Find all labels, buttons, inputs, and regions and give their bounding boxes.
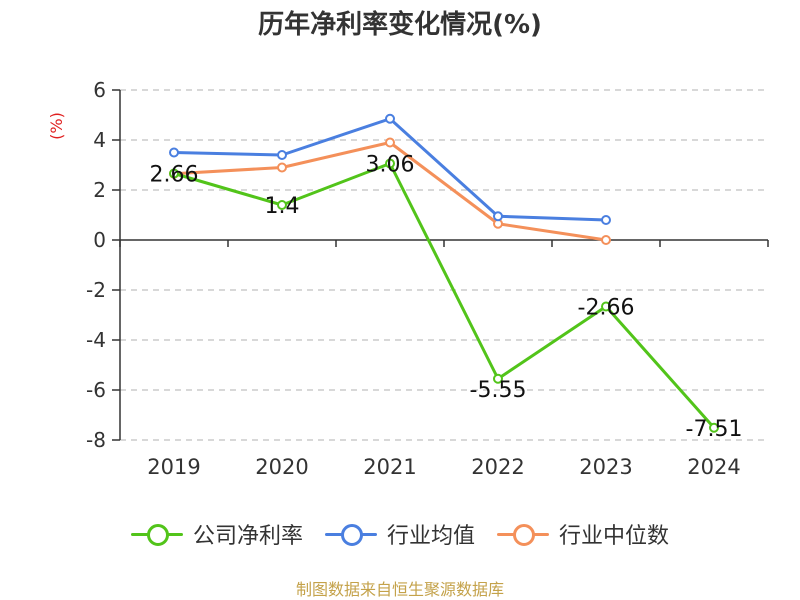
data-point[interactable]: [277, 200, 287, 210]
legend-item[interactable]: 公司净利率: [130, 518, 303, 550]
legend-swatch: [130, 523, 183, 546]
data-point[interactable]: [493, 211, 503, 222]
legend: 公司净利率 行业均值 行业中位数: [0, 518, 800, 550]
x-tick-label: 2022: [471, 455, 524, 479]
legend-label: 行业中位数: [559, 524, 670, 549]
data-label: -5.55: [470, 378, 527, 403]
y-tick-label: 0: [93, 228, 106, 252]
legend-swatch: [324, 523, 377, 546]
x-tick-label: 2019: [147, 455, 200, 479]
legend-label: 行业均值: [386, 524, 475, 549]
x-tick-label: 2021: [363, 455, 416, 479]
y-tick-label: -2: [86, 278, 106, 302]
data-point[interactable]: [601, 215, 611, 225]
data-point[interactable]: [385, 137, 395, 148]
data-label: 3.06: [366, 153, 415, 178]
data-point[interactable]: [277, 162, 287, 173]
y-tick-label: -4: [86, 328, 106, 352]
series-line: [172, 162, 716, 430]
legend-label: 公司净利率: [192, 524, 303, 549]
data-point[interactable]: [385, 113, 395, 124]
legend-item[interactable]: 行业中位数: [497, 518, 669, 550]
x-tick-label: 2020: [255, 455, 308, 479]
data-point[interactable]: [601, 301, 611, 312]
y-tick-label: 2: [93, 178, 106, 202]
x-tick-label: 2024: [687, 455, 740, 479]
data-point[interactable]: [709, 422, 719, 433]
legend-item[interactable]: 行业均值: [324, 518, 475, 550]
data-label: 1.4: [265, 194, 300, 219]
chart-title: 历年净利率变化情况(%): [258, 10, 542, 40]
y-tick-label: 6: [93, 78, 106, 102]
source-note: 制图数据来自恒生聚源数据库: [295, 580, 504, 599]
data-label: 2.66: [150, 163, 199, 188]
x-tick-label: 2023: [579, 455, 632, 479]
data-label: -7.51: [686, 417, 743, 442]
data-point[interactable]: [169, 147, 179, 158]
data-point[interactable]: [385, 158, 395, 169]
data-label: -2.66: [578, 296, 635, 321]
y-tick-label: -8: [86, 428, 106, 452]
data-point[interactable]: [493, 373, 503, 384]
y-tick-label: 4: [93, 128, 106, 152]
y-tick-label: -6: [86, 378, 106, 402]
data-point[interactable]: [169, 168, 179, 179]
data-point[interactable]: [277, 150, 287, 160]
legend-swatch: [497, 523, 549, 546]
data-point[interactable]: [601, 235, 611, 245]
y-unit-label: (%): [47, 112, 66, 140]
